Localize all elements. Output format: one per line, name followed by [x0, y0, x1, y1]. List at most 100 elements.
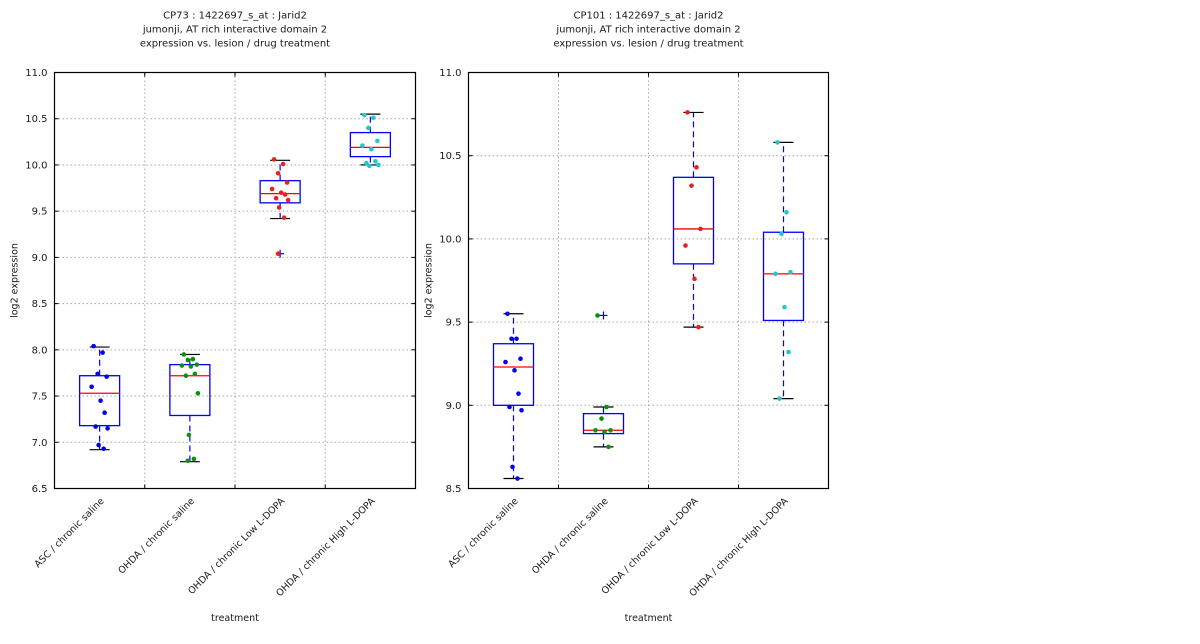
flier-plus — [599, 311, 608, 320]
scatter-point — [595, 313, 600, 318]
scatter-point — [366, 125, 371, 131]
scatter-point — [514, 336, 519, 342]
scatter-point — [602, 429, 607, 435]
y-axis-label: log2 expression — [10, 243, 21, 318]
scatter-point — [93, 424, 98, 429]
scatter-point — [269, 186, 275, 192]
scatter-point — [181, 352, 187, 357]
box — [672, 176, 715, 265]
y-tick-label: 10.0 — [25, 160, 47, 171]
scatter-point — [192, 371, 198, 377]
y-tick-label: 10.5 — [439, 151, 461, 162]
scatter-point — [179, 363, 185, 368]
scatter-point — [788, 269, 793, 275]
scatter-point — [271, 157, 277, 162]
box-group-2 — [169, 352, 211, 464]
scatter-point — [373, 158, 378, 164]
axes-frame: 6.5 7.0 7.5 8.0 8.5 9.0 9.5 10.0 10.5 11.0 — [25, 68, 417, 495]
scatter-point — [364, 160, 369, 166]
scatter-point — [519, 407, 524, 413]
scatter-point — [777, 396, 782, 401]
scatter-point — [276, 205, 282, 210]
scatter-point — [608, 427, 613, 433]
scatter-point — [689, 183, 694, 188]
scatter-point — [606, 444, 611, 450]
scatter-point — [285, 197, 291, 203]
scatter-point — [191, 456, 197, 462]
x-axis-label: treatment — [625, 613, 673, 624]
scatter-point — [96, 442, 101, 448]
plot-title-line: expression vs. lesion / drug treatment — [140, 39, 330, 50]
box — [349, 131, 392, 158]
scatter-point — [779, 231, 784, 237]
scatter-point — [518, 356, 523, 362]
scatter-point — [367, 163, 372, 169]
scatter-point — [696, 324, 701, 330]
scatter-point — [98, 398, 103, 403]
axes-frame: 8.5 9.0 9.5 10.0 10.5 11.0 — [439, 68, 830, 495]
box-group-4 — [762, 140, 805, 401]
y-tick-label: 11.0 — [439, 68, 461, 79]
y-tick-label: 9.5 — [32, 207, 48, 218]
scatter-point — [515, 476, 520, 481]
scatter-point — [194, 362, 200, 367]
scatter-point — [375, 138, 380, 144]
y-axis-label: log2 expression — [424, 243, 435, 318]
scatter-point — [95, 371, 100, 377]
scatter-point — [282, 192, 288, 197]
scatter-point — [505, 311, 510, 317]
scatter-point — [186, 432, 192, 438]
scatter-point — [100, 350, 105, 355]
scatter-point — [503, 359, 508, 365]
scatter-point — [89, 384, 94, 390]
scatter-point — [698, 226, 703, 232]
y-tick-label: 6.5 — [32, 484, 48, 495]
y-tick-label: 8.5 — [32, 299, 48, 310]
scatter-point — [510, 464, 515, 470]
box-group-1 — [492, 311, 535, 481]
box — [259, 180, 301, 204]
scatter-point — [376, 162, 381, 168]
y-tick-label: 10.0 — [439, 234, 461, 245]
plot-title-line: jumonji, AT rich interactive domain 2 — [142, 25, 327, 36]
y-tick-label: 8.0 — [32, 345, 48, 356]
y-tick-label: 9.5 — [446, 318, 462, 329]
scatter-point — [275, 170, 281, 176]
plot-title-line: CP73 : 1422697_s_at : Jarid2 — [163, 11, 307, 22]
scatter-point — [507, 404, 512, 410]
scatter-point — [185, 458, 191, 464]
scatter-point — [599, 416, 604, 421]
scatter-point — [371, 115, 376, 121]
scatter-point — [784, 209, 789, 215]
scatter-point — [101, 446, 106, 452]
scatter-point — [280, 161, 286, 167]
scatter-point — [284, 180, 290, 185]
scatter-point — [105, 426, 110, 431]
plot-title-line: expression vs. lesion / drug treatment — [553, 39, 743, 50]
y-tick-label: 11.0 — [25, 68, 47, 79]
scatter-point — [683, 243, 688, 248]
scatter-point — [782, 304, 787, 310]
box — [492, 343, 535, 406]
gridlines — [54, 72, 416, 489]
scatter-point — [281, 215, 287, 220]
box — [78, 375, 121, 427]
scatter-point — [775, 140, 780, 145]
box — [762, 231, 805, 322]
scatter-point — [273, 195, 279, 201]
scatter-point — [188, 364, 194, 369]
box-group-3 — [259, 157, 301, 258]
y-tick-label: 10.5 — [25, 114, 47, 125]
y-tick-label: 9.0 — [32, 253, 48, 264]
y-tick-label: 7.0 — [32, 438, 48, 449]
scatter-point — [786, 349, 791, 355]
scatter-point — [516, 391, 521, 396]
y-tick-label: 8.5 — [446, 484, 462, 495]
scatter-point — [604, 404, 609, 410]
scatter-point — [195, 390, 201, 396]
scatter-point — [593, 427, 598, 433]
y-tick-label: 7.5 — [32, 392, 48, 403]
